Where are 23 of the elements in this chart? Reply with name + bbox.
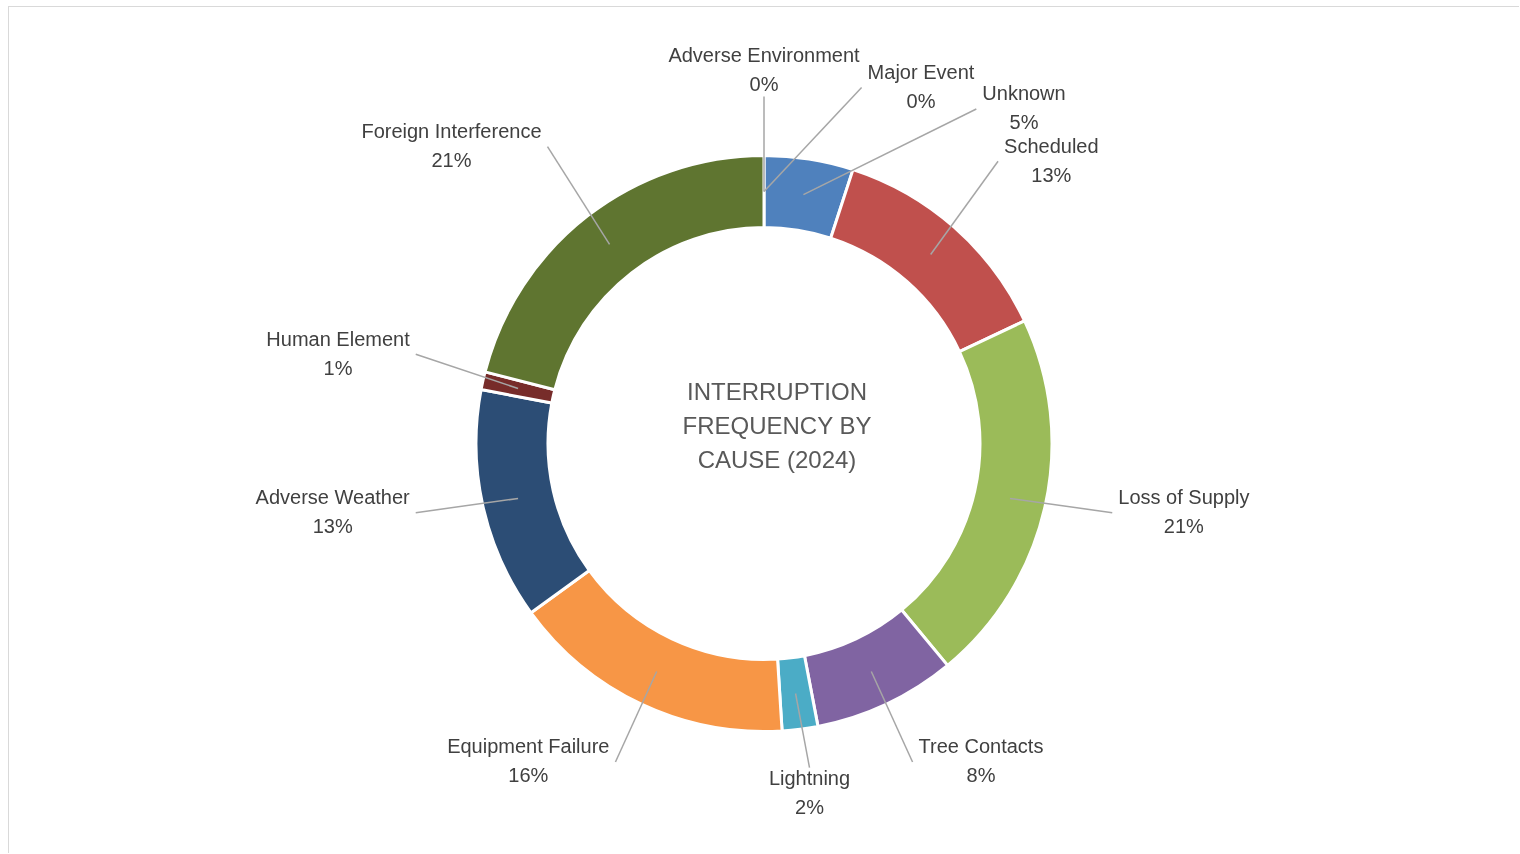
data-label: 2% — [795, 796, 825, 819]
slice-label: Unknown — [982, 82, 1066, 105]
slice-label: Human Element — [266, 327, 411, 350]
slice-label: Scheduled — [1004, 134, 1099, 157]
text: 0% — [749, 73, 779, 96]
slice-label: Lightning — [768, 767, 851, 790]
data-label: 1% — [323, 356, 353, 379]
data-label: 21% — [1163, 515, 1205, 538]
slice-label: Loss of Supply — [1118, 486, 1250, 509]
data-label: 8% — [966, 764, 996, 787]
category-label: Major Event — [867, 61, 975, 84]
slice-label: Tree Contacts — [918, 735, 1044, 758]
data-label: 16% — [508, 764, 549, 787]
data-label: 5% — [1009, 111, 1039, 134]
data-label: 21% — [431, 149, 472, 172]
text: 0% — [906, 90, 936, 113]
data-label: 13% — [1031, 163, 1072, 186]
slice-label: Equipment Failure — [447, 735, 610, 758]
category-label: Adverse Environment — [668, 44, 860, 67]
slice-label: Foreign Interference — [361, 120, 542, 143]
data-label: 13% — [312, 515, 353, 538]
text: INTERRUPTION FREQUENCY BY CAUSE (2024) — [681, 377, 873, 475]
slice-label: Adverse Weather — [255, 486, 411, 509]
